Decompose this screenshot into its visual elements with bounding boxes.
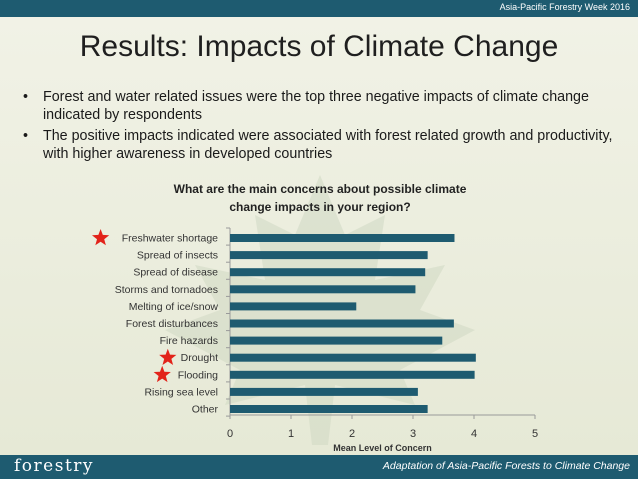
bullet-item: • The positive impacts indicated were as… <box>20 127 620 163</box>
x-tick-label: 1 <box>288 428 294 440</box>
x-tick-label: 0 <box>227 428 233 440</box>
x-tick-label: 5 <box>532 428 538 440</box>
bullet-dot-icon: • <box>23 89 29 105</box>
bar <box>230 370 475 379</box>
bar <box>230 234 455 242</box>
star-highlight-icon <box>159 348 177 365</box>
category-label: Forest disturbances <box>126 318 218 330</box>
footer-caption: Adaptation of Asia-Pacific Forests to Cl… <box>382 460 630 472</box>
category-label: Flooding <box>178 369 218 381</box>
bar <box>230 336 443 345</box>
category-label: Spread of disease <box>133 267 218 279</box>
bar <box>230 285 416 294</box>
category-label: Rising sea level <box>144 386 218 398</box>
chart-title: What are the main concerns about possibl… <box>110 180 530 216</box>
bar <box>230 268 426 277</box>
bullet-item: • Forest and water related issues were t… <box>20 88 620 124</box>
bar <box>230 319 454 328</box>
x-tick-label: 2 <box>349 428 355 440</box>
bullet-list: • Forest and water related issues were t… <box>20 88 620 166</box>
bottom-bar: forestry Adaptation of Asia-Pacific Fore… <box>0 455 638 479</box>
bullet-dot-icon: • <box>23 128 29 144</box>
bullet-text: The positive impacts indicated were asso… <box>43 128 613 162</box>
bar <box>230 353 476 362</box>
forestry-logo: forestry <box>14 456 94 476</box>
category-label: Melting of ice/snow <box>129 301 219 313</box>
category-label: Fire hazards <box>160 335 218 347</box>
bar <box>230 302 357 311</box>
category-label: Freshwater shortage <box>122 233 218 245</box>
x-tick-label: 4 <box>471 428 477 440</box>
bar <box>230 251 428 260</box>
star-highlight-icon <box>153 365 171 383</box>
chart-title-line: What are the main concerns about possibl… <box>173 182 467 196</box>
bar <box>230 405 428 413</box>
star-highlight-icon <box>92 229 110 246</box>
top-bar: Asia-Pacific Forestry Week 2016 <box>0 0 638 17</box>
category-label: Spread of insects <box>137 250 218 262</box>
chart-title-line: change impacts in your region? <box>229 200 411 214</box>
event-name: Asia-Pacific Forestry Week 2016 <box>499 2 630 12</box>
category-label: Storms and tornadoes <box>115 284 218 296</box>
bullet-text: Forest and water related issues were the… <box>43 89 589 123</box>
category-label: Drought <box>181 352 218 364</box>
slide-title: Results: Impacts of Climate Change <box>79 30 559 63</box>
category-label: Other <box>192 404 219 416</box>
bar <box>230 387 418 396</box>
x-axis-title: Mean Level of Concern <box>333 443 432 453</box>
x-tick-label: 3 <box>410 428 416 440</box>
